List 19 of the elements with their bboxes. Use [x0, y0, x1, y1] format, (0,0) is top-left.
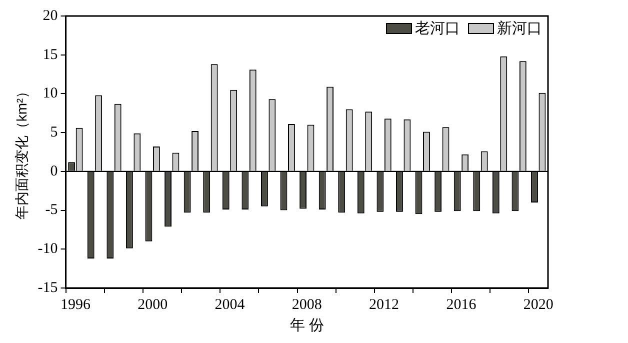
y-tick-label: 0	[50, 163, 58, 180]
y-tick-label: 10	[42, 86, 58, 102]
y-tick-label: -5	[45, 202, 58, 218]
x-tick-label: 2004	[214, 296, 246, 313]
y-tick-label: 15	[42, 46, 58, 63]
x-tick-label: 2016	[446, 296, 477, 313]
y-tick-label: -15	[38, 280, 58, 296]
y-tick-label: 5	[50, 124, 58, 141]
legend-label: 新河口	[497, 19, 542, 38]
x-tick-label: 2000	[138, 296, 168, 313]
y-tick-label: -10	[38, 241, 58, 258]
x-tick-label: 2020	[523, 296, 554, 313]
y-axis-title: 年内面积变化（km²）	[13, 84, 30, 220]
x-tick-label: 1996	[60, 296, 91, 313]
y-tick-label: 20	[42, 8, 58, 24]
x-axis-title: 年 份	[290, 317, 324, 334]
x-tick-label: 2012	[369, 296, 400, 313]
x-tick-label: 2008	[292, 296, 322, 313]
legend-label: 老河口	[415, 19, 460, 38]
